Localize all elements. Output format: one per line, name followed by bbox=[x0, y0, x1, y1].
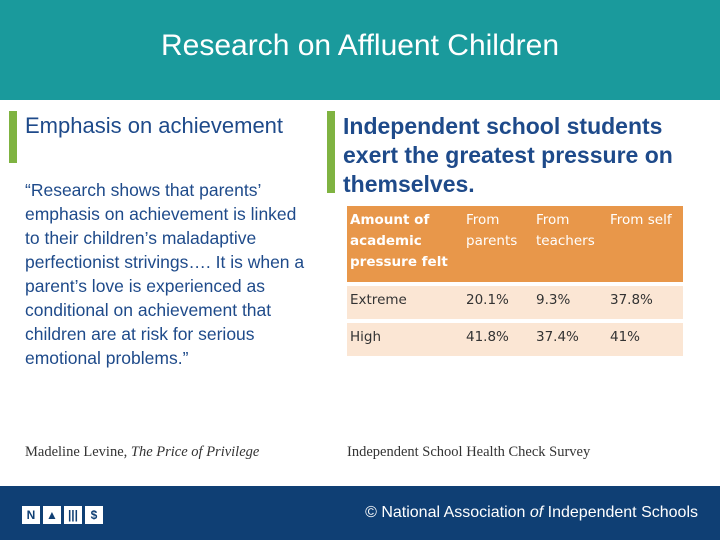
table-cell: 41% bbox=[607, 319, 683, 356]
table-header-cell: From parents bbox=[463, 206, 533, 282]
logo-n-icon: N bbox=[22, 506, 40, 524]
right-accent-bar bbox=[327, 111, 335, 193]
logo-s-icon: $ bbox=[85, 506, 103, 524]
left-citation: Madeline Levine, The Price of Privilege bbox=[25, 443, 259, 461]
table-header-row: Amount of academic pressure felt From pa… bbox=[347, 206, 683, 282]
footer-bar bbox=[0, 486, 720, 540]
logo-bars-icon: ||| bbox=[64, 506, 82, 524]
footer-copyright: © National Association bbox=[365, 504, 530, 521]
table-cell: 37.4% bbox=[533, 319, 607, 356]
left-quote: “Research shows that parents’ emphasis o… bbox=[25, 180, 305, 368]
footer-rest: Independent Schools bbox=[543, 504, 698, 521]
footer-organization: © National Association of Independent Sc… bbox=[365, 502, 698, 524]
citation-author: Madeline Levine, bbox=[25, 444, 131, 460]
table-header-cell: From self bbox=[607, 206, 683, 282]
table-header-cell: From teachers bbox=[533, 206, 607, 282]
table-header-cell: Amount of academic pressure felt bbox=[347, 206, 463, 282]
right-citation: Independent School Health Check Survey bbox=[347, 444, 591, 460]
slide-title: Research on Affluent Children bbox=[160, 29, 560, 62]
left-heading: Emphasis on achievement bbox=[25, 113, 284, 138]
nais-logo: N ▲ ||| $ bbox=[22, 506, 103, 524]
citation-title: The Price of Privilege bbox=[130, 444, 260, 460]
right-heading: Independent school students exert the gr… bbox=[343, 113, 673, 197]
table-cell: 37.8% bbox=[607, 282, 683, 319]
table-cell: 20.1% bbox=[463, 282, 533, 319]
table-cell: 9.3% bbox=[533, 282, 607, 319]
left-accent-bar bbox=[9, 111, 17, 163]
table-row: Extreme 20.1% 9.3% 37.8% bbox=[347, 282, 683, 319]
table-cell: 41.8% bbox=[463, 319, 533, 356]
table-cell: Extreme bbox=[347, 282, 463, 319]
logo-triangle-icon: ▲ bbox=[43, 506, 61, 524]
table-cell: High bbox=[347, 319, 463, 356]
footer-of: of bbox=[529, 504, 544, 521]
pressure-table: Amount of academic pressure felt From pa… bbox=[347, 206, 683, 356]
header-bar bbox=[0, 0, 720, 100]
table-row: High 41.8% 37.4% 41% bbox=[347, 319, 683, 356]
